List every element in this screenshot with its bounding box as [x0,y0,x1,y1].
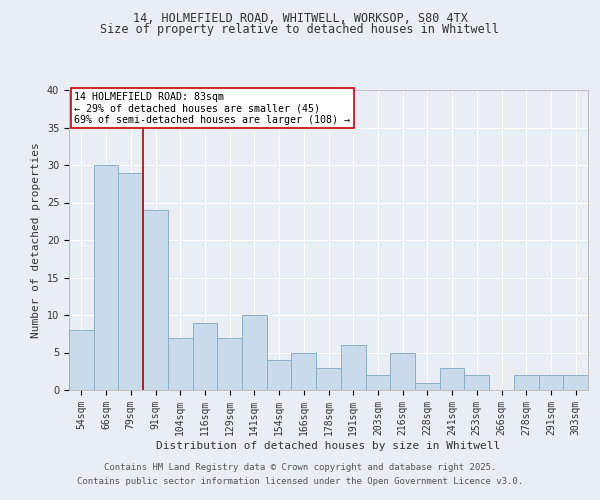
Y-axis label: Number of detached properties: Number of detached properties [31,142,41,338]
Bar [415,382,440,390]
Bar [118,172,143,390]
Bar [94,165,118,390]
X-axis label: Distribution of detached houses by size in Whitwell: Distribution of detached houses by size … [157,440,500,450]
Bar [539,375,563,390]
Text: Size of property relative to detached houses in Whitwell: Size of property relative to detached ho… [101,22,499,36]
Bar [242,315,267,390]
Bar [168,338,193,390]
Bar [267,360,292,390]
Text: 14 HOLMEFIELD ROAD: 83sqm
← 29% of detached houses are smaller (45)
69% of semi-: 14 HOLMEFIELD ROAD: 83sqm ← 29% of detac… [74,92,350,124]
Bar [514,375,539,390]
Bar [193,322,217,390]
Bar [563,375,588,390]
Bar [217,338,242,390]
Bar [341,345,365,390]
Bar [292,352,316,390]
Bar [440,368,464,390]
Text: Contains HM Land Registry data © Crown copyright and database right 2025.: Contains HM Land Registry data © Crown c… [104,464,496,472]
Text: Contains public sector information licensed under the Open Government Licence v3: Contains public sector information licen… [77,477,523,486]
Bar [69,330,94,390]
Text: 14, HOLMEFIELD ROAD, WHITWELL, WORKSOP, S80 4TX: 14, HOLMEFIELD ROAD, WHITWELL, WORKSOP, … [133,12,467,26]
Bar [316,368,341,390]
Bar [365,375,390,390]
Bar [390,352,415,390]
Bar [464,375,489,390]
Bar [143,210,168,390]
